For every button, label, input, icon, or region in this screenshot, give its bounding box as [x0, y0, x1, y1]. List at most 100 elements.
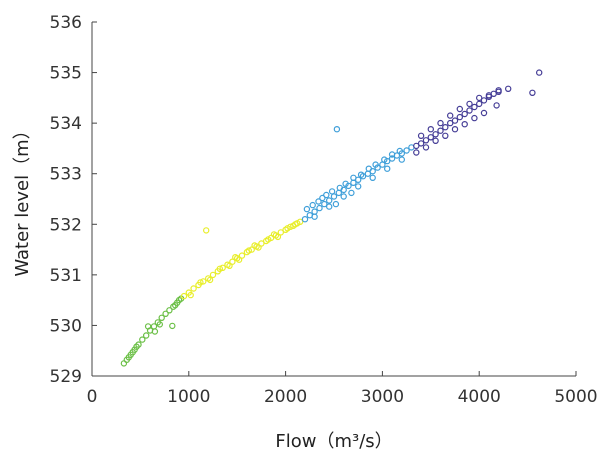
data-point: [381, 156, 388, 163]
data-point: [187, 291, 194, 299]
data-point: [171, 302, 179, 309]
data-point: [447, 112, 454, 119]
data-point: [151, 328, 159, 335]
data-point: [357, 171, 365, 178]
x-axis-label: Flow（m³/s）: [275, 431, 392, 452]
data-point: [466, 107, 473, 114]
data-point: [144, 323, 152, 330]
y-tick-label: 535: [50, 64, 82, 84]
data-point: [485, 92, 493, 99]
data-point: [321, 200, 328, 208]
data-point: [437, 119, 444, 127]
data-point: [238, 252, 246, 259]
data-point: [388, 151, 396, 158]
data-point: [422, 137, 430, 144]
axes: 0 1000 2000 3000 4000 5000 529 530 531 532 533 534 5…: [50, 13, 598, 407]
data-point: [350, 174, 357, 181]
data-point: [315, 198, 322, 205]
data-point: [396, 147, 403, 155]
data-point: [403, 147, 410, 154]
data-point: [413, 142, 420, 150]
data-point: [319, 194, 326, 202]
data-point: [162, 310, 169, 317]
data-point: [303, 205, 311, 213]
data-point: [480, 97, 488, 104]
y-axis-label: Water level（m）: [12, 121, 33, 276]
data-point: [422, 144, 430, 151]
data-point: [427, 125, 434, 133]
data-point: [229, 258, 236, 265]
data-point: [480, 109, 488, 117]
data-point: [180, 292, 188, 300]
data-point: [166, 307, 173, 314]
data-point: [226, 262, 233, 269]
data-point: [333, 125, 341, 133]
data-point: [342, 180, 349, 187]
data-point: [156, 321, 163, 328]
data-point: [505, 85, 512, 93]
data-point: [290, 222, 297, 229]
data-point: [219, 264, 226, 271]
y-tick-label: 532: [50, 215, 82, 235]
data-point: [365, 165, 372, 172]
y-tick-label: 533: [50, 165, 82, 185]
data-point: [336, 184, 343, 192]
data-point: [309, 201, 316, 209]
data-point: [461, 110, 468, 118]
x-tick-label: 2000: [264, 387, 307, 407]
data-point: [388, 155, 396, 162]
data-point: [258, 240, 265, 247]
x-tick-label: 5000: [554, 387, 597, 407]
data-point: [251, 242, 258, 249]
data-points: [120, 69, 543, 367]
data-point: [476, 94, 483, 102]
data-point: [330, 193, 338, 200]
data-point: [316, 204, 323, 212]
data-point: [461, 120, 468, 128]
data-point: [277, 229, 284, 236]
data-point: [265, 236, 272, 243]
y-tick-label: 536: [50, 13, 82, 33]
y-tick-label: 530: [50, 316, 82, 336]
data-point: [197, 279, 204, 286]
data-point: [323, 191, 330, 199]
data-point: [417, 132, 425, 139]
data-point: [355, 183, 362, 190]
data-point: [206, 276, 214, 284]
x-tick-label: 4000: [458, 387, 501, 407]
data-point: [471, 103, 478, 111]
data-point: [451, 117, 459, 124]
data-point: [372, 161, 379, 168]
data-point: [129, 349, 136, 356]
x-tick-label: 0: [87, 387, 98, 407]
data-point: [369, 174, 376, 181]
data-point: [456, 113, 463, 121]
data-point: [536, 69, 543, 76]
data-point: [493, 102, 500, 109]
data-point: [437, 127, 444, 134]
data-point: [432, 137, 439, 144]
x-tick-label: 1000: [167, 387, 210, 407]
data-point: [202, 227, 210, 234]
data-point: [442, 123, 449, 131]
data-point: [413, 149, 420, 156]
data-point: [158, 314, 165, 321]
data-point: [340, 193, 347, 200]
data-point: [139, 336, 146, 343]
y-tick-label: 531: [50, 266, 82, 286]
data-point: [466, 100, 473, 108]
data-point: [284, 225, 291, 232]
data-point: [200, 278, 207, 285]
data-point: [326, 197, 333, 204]
data-point: [142, 332, 150, 339]
data-point: [432, 131, 439, 138]
data-point: [335, 189, 342, 197]
data-point: [232, 254, 239, 261]
data-point: [476, 100, 483, 108]
data-point: [456, 105, 463, 113]
data-point: [301, 215, 309, 223]
data-point: [175, 296, 183, 304]
data-point: [417, 140, 425, 147]
data-point: [398, 156, 405, 163]
